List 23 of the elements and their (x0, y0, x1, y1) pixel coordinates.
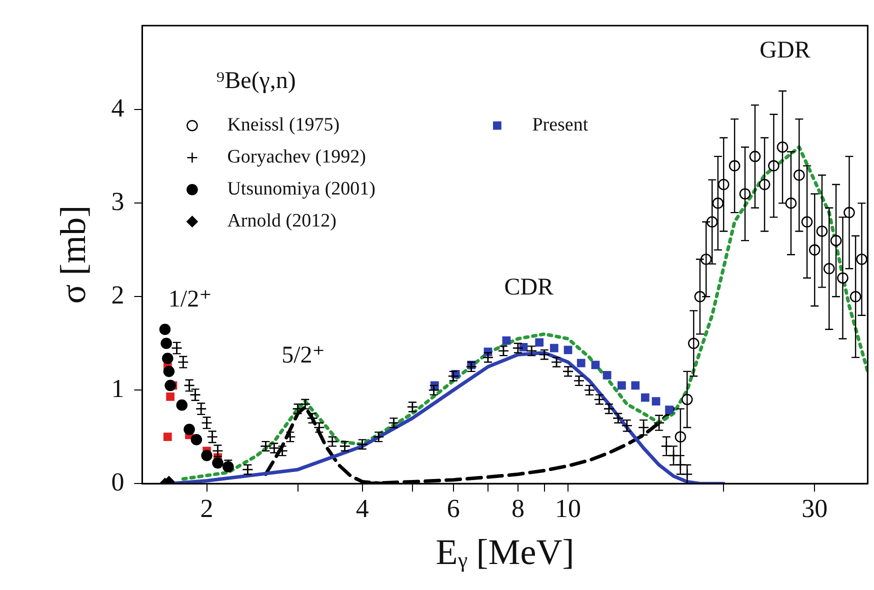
annotation: CDR (504, 274, 554, 300)
annotation: 1/2⁺ (168, 286, 212, 313)
x-tick-label: 6 (446, 494, 460, 524)
legend-label: Utsunomiya (2001) (227, 178, 376, 200)
x-axis-title: Eᵧ [MeV] (436, 532, 574, 572)
x-tick-label: 4 (356, 494, 369, 524)
x-tick-label: 30 (802, 494, 828, 524)
y-tick-label: 3 (111, 187, 124, 216)
x-tick-label: 8 (511, 494, 524, 524)
y-axis-title: σ [mb] (53, 205, 94, 304)
y-tick-label: 1 (111, 374, 124, 403)
y-tick-label: 0 (111, 467, 124, 496)
legend-label: Kneissl (1975) (227, 114, 340, 136)
y-tick-label: 4 (111, 94, 124, 123)
annotation: ⁹Be(γ,n) (216, 68, 296, 94)
y-tick-label: 2 (111, 280, 124, 310)
legend-label: Goryachev (1992) (227, 146, 366, 168)
x-tick-label: 10 (555, 494, 582, 524)
legend-label: Arnold (2012) (227, 210, 336, 232)
annotation: 5/2⁺ (282, 342, 325, 369)
x-tick-label: 2 (200, 494, 214, 524)
annotation: GDR (760, 38, 810, 64)
legend-label: Present (532, 114, 589, 136)
